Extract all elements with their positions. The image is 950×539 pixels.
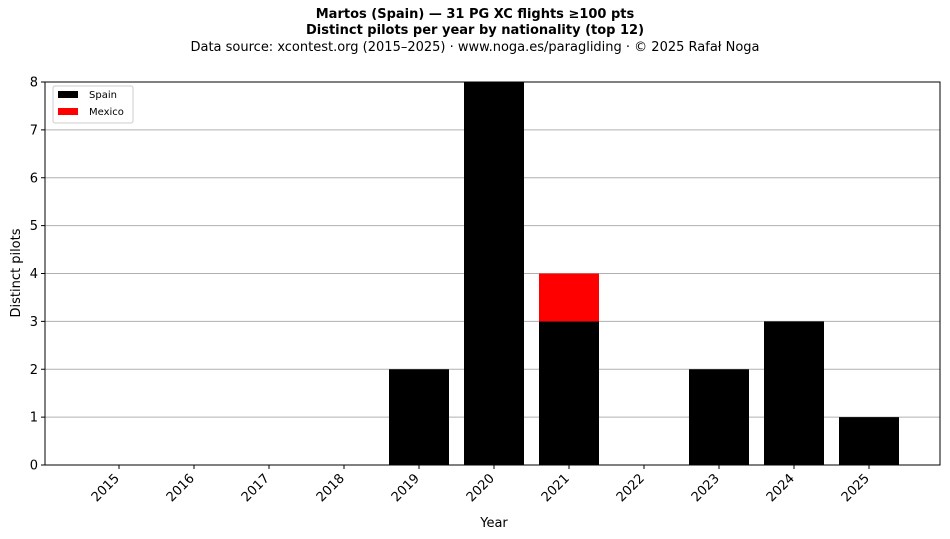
legend: Spain Mexico bbox=[52, 85, 134, 124]
legend-swatch-mexico bbox=[58, 108, 78, 115]
chart-source: Data source: xcontest.org (2015–2025) · … bbox=[190, 40, 760, 55]
x-tick-label: 2017 bbox=[239, 471, 273, 505]
x-tick-label: 2022 bbox=[614, 471, 648, 505]
y-tick-label: 3 bbox=[30, 315, 38, 330]
y-axis-label: Distinct pilots bbox=[9, 228, 24, 317]
bar-spain-2021 bbox=[539, 321, 599, 465]
x-tick-label: 2019 bbox=[389, 471, 423, 505]
bar-spain-2020 bbox=[464, 82, 524, 465]
y-tick-label: 5 bbox=[30, 219, 38, 234]
y-axis: 0 1 2 3 4 5 6 7 8 bbox=[30, 76, 45, 474]
bar-spain-2025 bbox=[839, 417, 899, 465]
legend-label-mexico: Mexico bbox=[89, 107, 124, 118]
x-tick-label: 2020 bbox=[464, 471, 498, 505]
bar-mexico-2021 bbox=[539, 273, 599, 322]
bars bbox=[389, 82, 899, 465]
y-tick-label: 2 bbox=[30, 363, 38, 378]
y-tick-label: 7 bbox=[30, 123, 38, 138]
y-tick-label: 8 bbox=[30, 76, 38, 91]
chart-title-block: Martos (Spain) — 31 PG XC flights ≥100 p… bbox=[0, 7, 950, 57]
bar-spain-2024 bbox=[764, 321, 824, 465]
x-tick-label: 2023 bbox=[689, 471, 723, 505]
y-tick-label: 0 bbox=[30, 459, 38, 474]
y-tick-label: 4 bbox=[30, 267, 38, 282]
x-tick-label: 2016 bbox=[164, 471, 198, 505]
x-axis-label: Year bbox=[479, 516, 508, 531]
x-tick-label: 2015 bbox=[89, 471, 123, 505]
chart-subtitle: Distinct pilots per year by nationality … bbox=[305, 23, 645, 38]
legend-label-spain: Spain bbox=[89, 90, 117, 101]
chart-title: Martos (Spain) — 31 PG XC flights ≥100 p… bbox=[315, 7, 635, 22]
x-tick-label: 2024 bbox=[764, 471, 798, 505]
bar-spain-2019 bbox=[389, 369, 449, 465]
x-tick-label: 2025 bbox=[839, 471, 873, 505]
legend-swatch-spain bbox=[58, 91, 78, 98]
y-tick-label: 6 bbox=[30, 171, 38, 186]
bar-spain-2023 bbox=[689, 369, 749, 465]
x-tick-label: 2021 bbox=[539, 471, 573, 505]
x-tick-label: 2018 bbox=[314, 471, 348, 505]
x-axis: 2015 2016 2017 2018 2019 2020 2021 2022 2023 2024… bbox=[89, 465, 873, 505]
y-tick-label: 1 bbox=[30, 411, 38, 426]
